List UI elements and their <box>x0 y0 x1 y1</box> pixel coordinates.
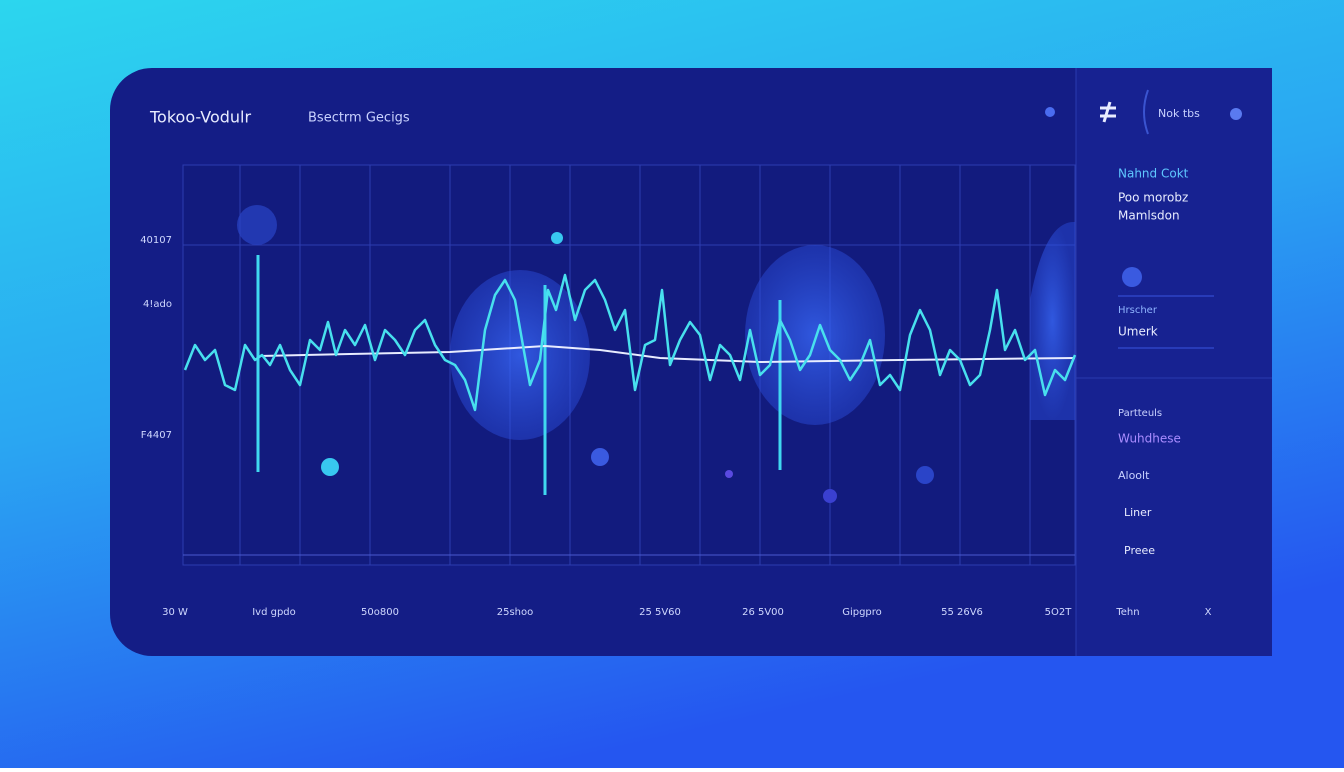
bubble <box>237 205 277 245</box>
bubble <box>321 458 339 476</box>
y-label: F4407 <box>141 430 172 441</box>
panel-section: Partteuls <box>1118 408 1162 419</box>
app-subtitle: Bsectrm Gecigs <box>308 111 410 126</box>
chart-grid <box>182 164 1076 566</box>
panel-item[interactable]: Aloolt <box>1118 469 1150 482</box>
panel-item[interactable]: Preee <box>1124 544 1155 557</box>
x-label: Ivd gpdo <box>252 607 296 618</box>
x-label: 26 5V00 <box>742 607 784 618</box>
trend-line <box>259 344 1076 364</box>
toolbar-label[interactable]: Nok tbs <box>1158 107 1200 120</box>
blob <box>450 270 590 440</box>
status-dot <box>1045 107 1055 117</box>
blob <box>745 245 885 425</box>
bubble <box>591 448 609 466</box>
bubble <box>916 466 934 484</box>
waveform <box>183 273 1077 412</box>
panel-item[interactable]: Liner <box>1124 506 1152 519</box>
x-label: 25 5V60 <box>639 607 681 618</box>
panel-field[interactable]: Hrscher <box>1118 305 1158 316</box>
app-title: Tokoo-Vodulr <box>149 108 251 127</box>
bubble <box>725 470 733 478</box>
panel-item[interactable]: Wuhdhese <box>1118 432 1181 446</box>
y-label: 40107 <box>140 235 172 246</box>
plot-area <box>182 164 1076 566</box>
x-label: 50o800 <box>361 607 399 618</box>
blob <box>1030 221 1075 420</box>
close-label[interactable]: X <box>1205 607 1212 618</box>
x-label: 30 W <box>162 607 188 618</box>
x-label: 55 26V6 <box>941 607 983 618</box>
side-panel <box>1076 68 1272 656</box>
panel-line: Mamlsdon <box>1118 209 1180 223</box>
x-label: Tehn <box>1115 607 1139 618</box>
user-icon[interactable] <box>1230 108 1242 120</box>
x-label: 25shoo <box>497 607 534 618</box>
bubble <box>823 489 837 503</box>
x-label: Gipgpro <box>842 607 882 618</box>
y-label: 4!ado <box>143 299 172 310</box>
panel-line: Poo morobz <box>1118 191 1188 205</box>
toolbar-sep <box>1143 89 1149 135</box>
bubble <box>551 232 563 244</box>
panel-field[interactable]: Umerk <box>1118 325 1158 339</box>
panel-avatar <box>1122 267 1142 287</box>
logo-icon <box>1100 101 1116 123</box>
panel-heading: Nahnd Cokt <box>1118 167 1189 181</box>
x-label: 5O2T <box>1045 607 1073 618</box>
